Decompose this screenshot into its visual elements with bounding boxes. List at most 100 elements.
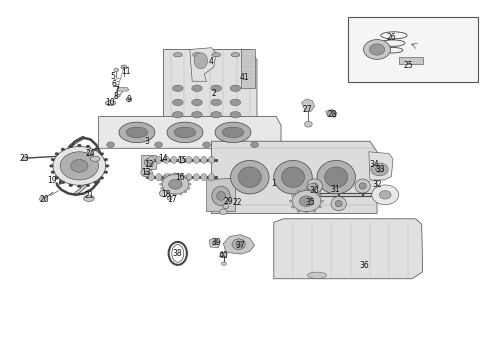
Ellipse shape [174,127,196,138]
Polygon shape [190,48,216,81]
Ellipse shape [212,53,220,57]
Circle shape [376,167,383,172]
Ellipse shape [193,174,199,181]
Ellipse shape [163,174,170,181]
Text: 13: 13 [141,168,150,177]
Circle shape [160,183,162,185]
Ellipse shape [172,85,183,91]
Circle shape [313,210,316,212]
Circle shape [71,159,88,172]
Circle shape [319,194,321,197]
Ellipse shape [126,127,148,138]
Circle shape [162,174,189,194]
Circle shape [305,121,312,127]
Ellipse shape [84,195,94,202]
Ellipse shape [90,156,100,162]
Circle shape [169,174,171,176]
Ellipse shape [171,174,177,181]
Ellipse shape [211,85,221,91]
Circle shape [114,68,119,72]
Ellipse shape [317,161,355,194]
Text: 41: 41 [239,73,249,82]
Text: 18: 18 [161,190,171,199]
Circle shape [164,176,167,178]
Ellipse shape [186,156,192,163]
Text: 30: 30 [310,186,319,195]
Circle shape [61,148,65,151]
Ellipse shape [222,127,244,138]
Text: 38: 38 [172,249,182,258]
Ellipse shape [231,53,240,57]
Ellipse shape [156,174,162,181]
Ellipse shape [193,156,199,163]
Circle shape [184,176,187,178]
Text: 4: 4 [209,57,214,66]
Circle shape [69,145,73,148]
Circle shape [313,190,316,192]
Ellipse shape [307,272,327,278]
Circle shape [104,171,108,174]
Ellipse shape [232,239,245,249]
Polygon shape [163,49,257,123]
Circle shape [105,165,109,167]
Ellipse shape [335,201,342,207]
Circle shape [86,145,90,148]
Ellipse shape [212,186,230,206]
Circle shape [116,94,120,97]
Ellipse shape [230,85,241,91]
Circle shape [94,148,98,151]
Circle shape [51,158,55,161]
Ellipse shape [192,99,202,105]
Circle shape [305,189,308,190]
Text: 6: 6 [112,80,117,89]
Circle shape [328,111,335,117]
Text: 31: 31 [330,185,340,194]
Circle shape [251,142,258,148]
Text: 28: 28 [328,110,337,119]
Ellipse shape [172,99,183,105]
Polygon shape [326,109,337,117]
Ellipse shape [173,53,182,57]
Circle shape [100,152,104,155]
Circle shape [372,185,399,205]
Text: 33: 33 [375,165,385,174]
Text: 32: 32 [372,180,382,189]
Circle shape [144,171,149,174]
Ellipse shape [105,100,116,105]
Circle shape [49,165,53,167]
Ellipse shape [163,156,170,163]
Text: 15: 15 [177,156,186,165]
Polygon shape [220,252,227,258]
Circle shape [88,153,91,156]
Circle shape [291,206,294,208]
Ellipse shape [325,167,348,188]
Circle shape [164,191,167,193]
Circle shape [100,176,104,179]
Ellipse shape [236,242,242,247]
Ellipse shape [172,112,183,118]
Ellipse shape [231,161,269,194]
Ellipse shape [178,156,185,163]
Polygon shape [223,235,255,254]
Bar [399,57,423,64]
Ellipse shape [160,190,167,197]
Circle shape [297,210,300,212]
Circle shape [40,197,46,202]
Text: 9: 9 [126,95,131,104]
Text: 24: 24 [86,149,95,158]
Text: 34: 34 [370,159,380,168]
Circle shape [167,197,172,200]
Text: 26: 26 [387,33,396,42]
Circle shape [87,150,94,155]
Bar [348,17,478,82]
Text: 2: 2 [211,89,216,98]
Circle shape [307,184,317,190]
Text: 40: 40 [219,251,228,260]
Text: 3: 3 [144,137,149,146]
Circle shape [369,44,385,55]
Circle shape [51,171,55,174]
Ellipse shape [230,112,241,118]
Ellipse shape [193,53,201,57]
Ellipse shape [167,122,203,143]
Polygon shape [241,49,255,88]
